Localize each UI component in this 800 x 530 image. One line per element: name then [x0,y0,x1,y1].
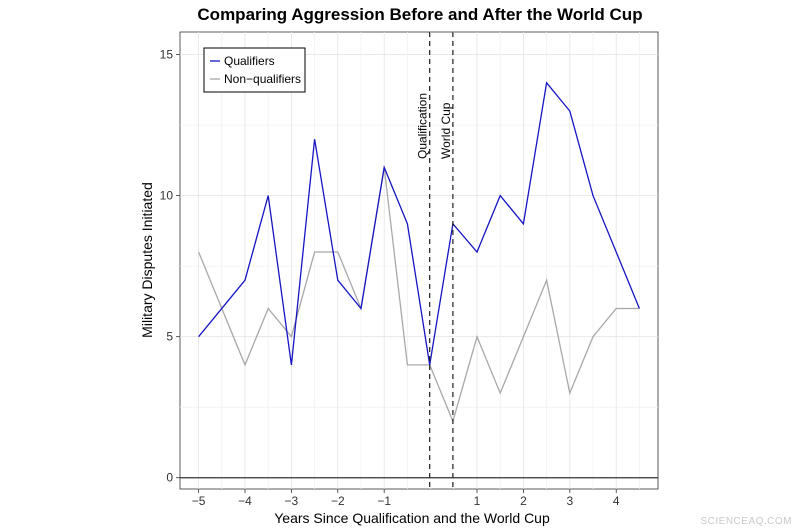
y-axis-ticks: 0 5 10 15 [160,48,180,485]
x-tick-label: −5 [192,494,206,508]
grid-lines [180,32,658,489]
series-group [197,81,641,424]
x-tick-label: −4 [238,494,252,508]
chart-title: Comparing Aggression Before and After th… [197,5,642,24]
legend-label-non-qualifiers: Non−qualifiers [224,72,301,86]
x-tick-label: 4 [613,494,620,508]
y-axis-label: Military Disputes Initiated [139,182,155,338]
x-tick-label: 3 [566,494,573,508]
legend: Qualifiers Non−qualifiers [203,47,306,93]
x-tick-label: 1 [474,494,481,508]
legend-box [203,47,306,93]
legend-label-qualifiers: Qualifiers [224,54,275,68]
y-tick-label: 10 [160,189,174,203]
plot-area [179,31,659,490]
x-tick-label: −2 [331,494,345,508]
y-tick-label: 5 [166,330,173,344]
x-tick-label: −1 [377,494,391,508]
x-tick-label: 2 [520,494,527,508]
reference-line-label-0: Qualification [416,93,430,159]
y-tick-label: 0 [166,471,173,485]
series-line-qualifiers [198,81,641,366]
y-tick-label: 15 [160,48,174,62]
watermark-text: SCIENCEAQ.COM [700,516,792,527]
x-axis-label: Years Since Qualification and the World … [274,510,550,526]
x-tick-label: −3 [285,494,299,508]
reference-line-label-1: World Cup [439,102,453,159]
reference-lines-group: Qualification World Cup [416,32,454,489]
x-axis-ticks: −5 −4 −3 −2 −1 1 2 3 4 [192,489,620,508]
